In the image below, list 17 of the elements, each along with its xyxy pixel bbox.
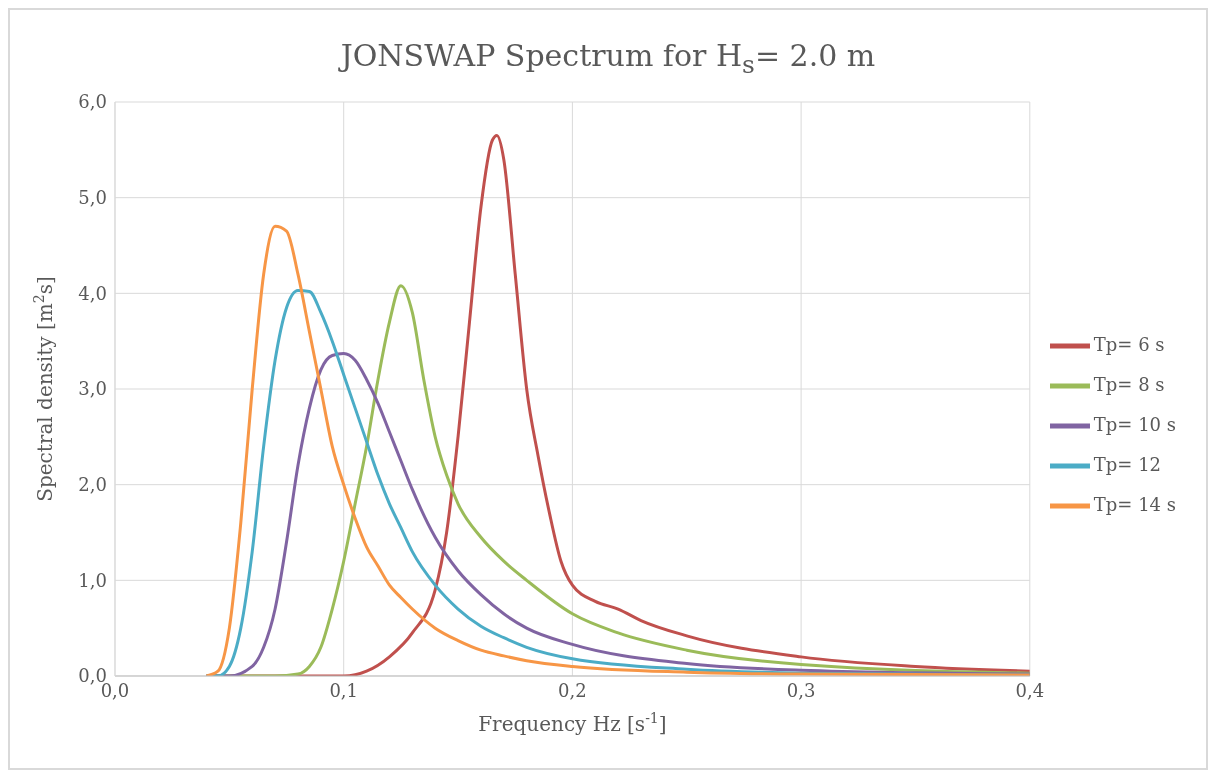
x-axis-title: Frequency Hz [s$^{-1}$] [478,710,667,736]
legend-label: Tp= 10 s [1093,414,1176,435]
y-tick-label: 3,0 [78,378,107,400]
y-tick-label: 2,0 [78,474,107,496]
legend-label: Tp= 12 [1093,454,1162,475]
y-tick-label: 5,0 [78,187,107,209]
x-tick-label: 0,1 [329,679,359,701]
legend-label: Tp= 8 s [1093,374,1165,395]
x-tick-label: 0,4 [1015,679,1045,701]
x-tick-label: 0,3 [786,679,816,701]
x-tick-label: 0,2 [558,679,587,701]
legend-label: Tp= 6 s [1093,334,1165,355]
y-tick-label: 6,0 [78,91,107,113]
y-tick-label: 1,0 [78,569,107,591]
y-tick-label: 4,0 [78,282,107,304]
chart-title: JONSWAP Spectrum for H$_{s}$= 2.0 m [337,37,877,81]
legend-label: Tp= 14 s [1093,494,1176,515]
